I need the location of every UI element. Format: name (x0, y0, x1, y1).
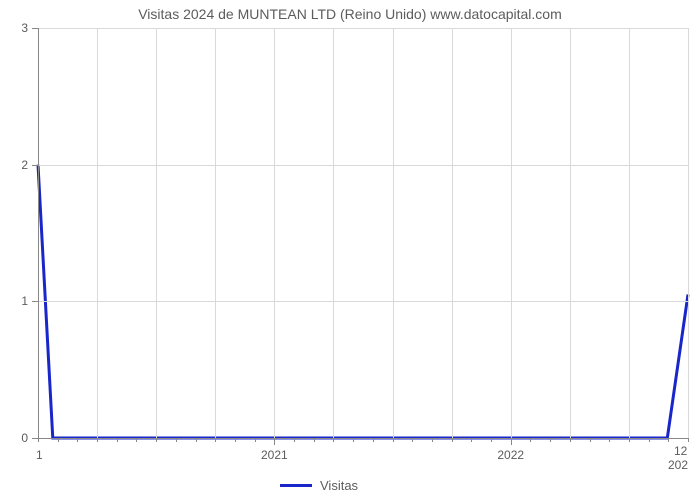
x-minor-tick (196, 438, 197, 442)
x-minor-tick (255, 438, 256, 442)
x-edge-label-right-extra: 202 (668, 458, 688, 472)
y-tick (32, 28, 38, 29)
x-tick-label: 2021 (261, 448, 288, 462)
legend-swatch (280, 484, 312, 487)
chart-container: Visitas 2024 de MUNTEAN LTD (Reino Unido… (0, 0, 700, 500)
x-minor-tick (58, 438, 59, 442)
grid-line-vertical (688, 28, 689, 438)
grid-line-vertical (511, 28, 512, 438)
y-tick-label: 3 (0, 21, 28, 35)
x-minor-tick (688, 438, 689, 442)
x-minor-tick (649, 438, 650, 442)
x-tick-label: 2022 (497, 448, 524, 462)
legend-label: Visitas (320, 478, 358, 493)
x-minor-tick (373, 438, 374, 442)
x-minor-tick (156, 438, 157, 442)
x-minor-tick (432, 438, 433, 442)
grid-line-vertical (629, 28, 630, 438)
x-minor-tick (668, 438, 669, 442)
x-minor-tick (353, 438, 354, 442)
grid-line-vertical (452, 28, 453, 438)
grid-line-vertical (333, 28, 334, 438)
grid-line-vertical (156, 28, 157, 438)
legend: Visitas (280, 478, 358, 493)
grid-line-vertical (274, 28, 275, 438)
x-minor-tick (215, 438, 216, 442)
x-minor-tick (294, 438, 295, 442)
x-minor-tick (333, 438, 334, 442)
grid-line-vertical (97, 28, 98, 438)
x-minor-tick (590, 438, 591, 442)
x-minor-tick (393, 438, 394, 442)
x-minor-tick (77, 438, 78, 442)
x-minor-tick (570, 438, 571, 442)
y-tick (32, 165, 38, 166)
grid-line-horizontal (38, 301, 688, 302)
x-minor-tick (491, 438, 492, 442)
x-minor-tick (97, 438, 98, 442)
x-minor-tick (412, 438, 413, 442)
y-tick-label: 0 (0, 431, 28, 445)
x-minor-tick (176, 438, 177, 442)
x-edge-label-right: 12 (674, 444, 687, 458)
x-minor-tick (550, 438, 551, 442)
grid-line-horizontal (38, 28, 688, 29)
x-minor-tick (452, 438, 453, 442)
y-tick-label: 1 (0, 294, 28, 308)
y-tick-label: 2 (0, 158, 28, 172)
y-axis-line (38, 28, 39, 438)
grid-line-horizontal (38, 165, 688, 166)
x-minor-tick (136, 438, 137, 442)
x-minor-tick (38, 438, 39, 442)
x-minor-tick (117, 438, 118, 442)
x-minor-tick (314, 438, 315, 442)
x-minor-tick (471, 438, 472, 442)
line-series-layer (0, 0, 700, 500)
y-tick (32, 301, 38, 302)
grid-line-vertical (215, 28, 216, 438)
x-minor-tick (609, 438, 610, 442)
x-major-tick (511, 438, 512, 445)
x-minor-tick (629, 438, 630, 442)
x-minor-tick (530, 438, 531, 442)
x-major-tick (274, 438, 275, 445)
grid-line-vertical (393, 28, 394, 438)
grid-line-vertical (570, 28, 571, 438)
x-minor-tick (235, 438, 236, 442)
x-edge-label-left: 1 (36, 448, 43, 462)
